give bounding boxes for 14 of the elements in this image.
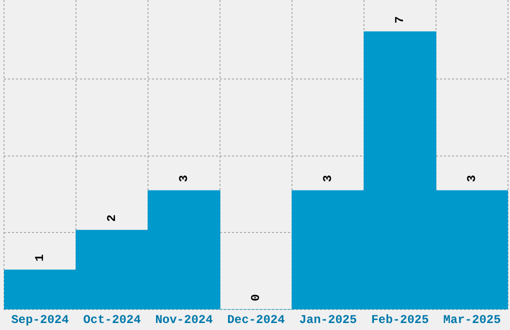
x-tick-label: Mar-2025 bbox=[443, 312, 501, 327]
data-label: 3 bbox=[465, 174, 480, 182]
data-label: 1 bbox=[33, 254, 48, 262]
x-tick-label: Sep-2024 bbox=[11, 312, 69, 327]
data-label: 2 bbox=[105, 214, 120, 222]
x-tick-label: Nov-2024 bbox=[155, 312, 213, 327]
data-label: 7 bbox=[393, 16, 408, 24]
x-tick-label: Jan-2025 bbox=[299, 312, 357, 327]
x-tick-label: Feb-2025 bbox=[371, 312, 429, 327]
x-tick-label: Oct-2024 bbox=[83, 312, 141, 327]
data-label: 0 bbox=[249, 294, 264, 302]
data-label: 3 bbox=[321, 174, 336, 182]
data-label: 3 bbox=[177, 174, 192, 182]
x-tick-label: Dec-2024 bbox=[227, 312, 285, 327]
